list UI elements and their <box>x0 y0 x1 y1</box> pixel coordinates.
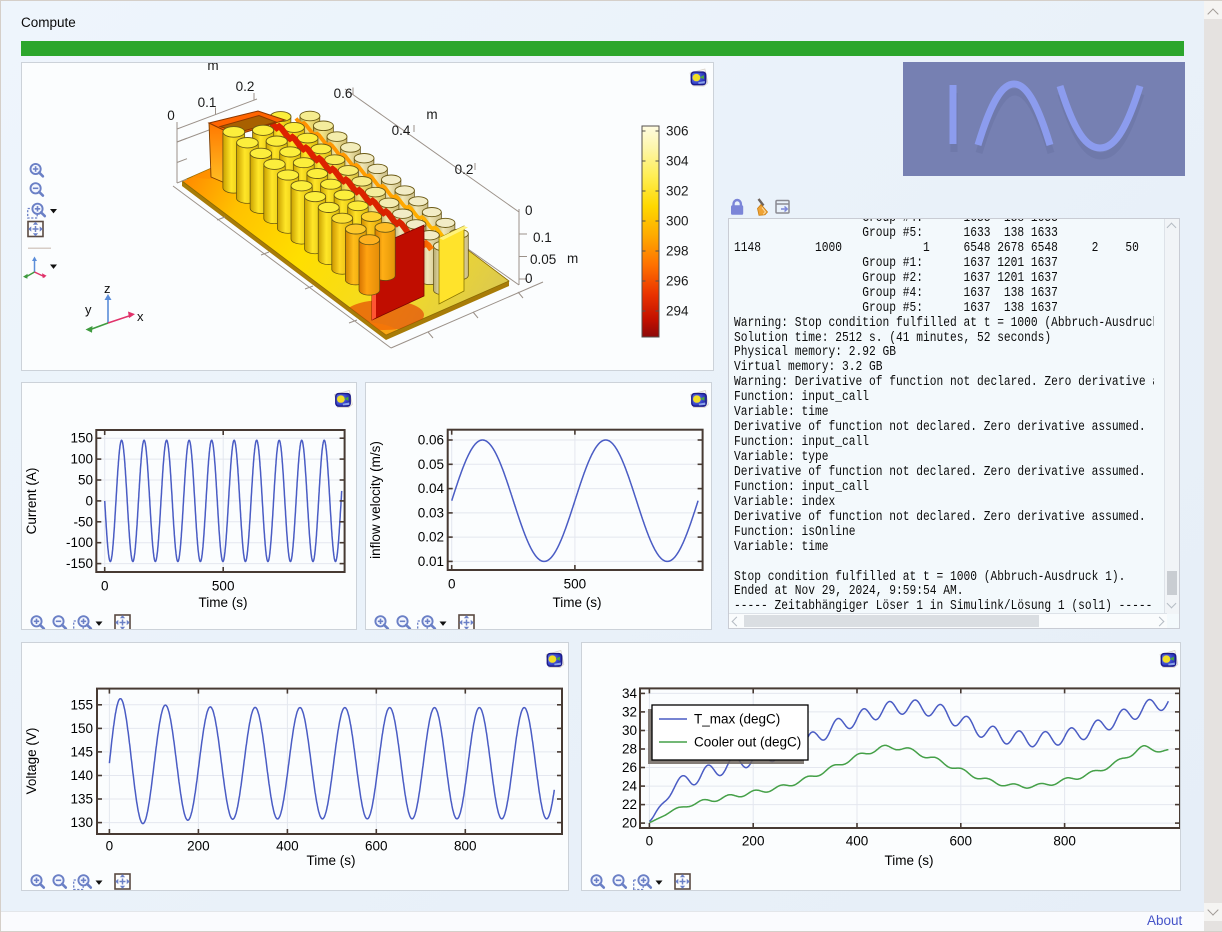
svg-text:28: 28 <box>622 742 637 757</box>
svg-text:m: m <box>567 251 578 266</box>
svg-text:0: 0 <box>646 834 654 849</box>
svg-text:500: 500 <box>564 577 587 592</box>
svg-text:Time (s): Time (s) <box>885 853 934 868</box>
svg-text:0: 0 <box>85 493 93 508</box>
svg-text:200: 200 <box>742 834 765 849</box>
svg-text:24: 24 <box>622 779 638 794</box>
svg-text:0.6: 0.6 <box>334 86 353 101</box>
svg-text:-50: -50 <box>73 514 93 529</box>
svg-text:26: 26 <box>622 760 637 775</box>
svg-text:302: 302 <box>666 184 689 199</box>
svg-text:0.02: 0.02 <box>418 530 444 545</box>
svg-text:0: 0 <box>167 108 175 123</box>
svg-text:800: 800 <box>1053 834 1076 849</box>
svg-text:20: 20 <box>622 816 637 831</box>
svg-text:150: 150 <box>70 431 93 446</box>
svg-text:0: 0 <box>525 271 533 286</box>
svg-text:150: 150 <box>70 721 93 736</box>
svg-text:200: 200 <box>187 839 210 854</box>
svg-text:Time (s): Time (s) <box>199 595 248 610</box>
svg-text:0.4: 0.4 <box>392 123 411 138</box>
svg-text:0: 0 <box>448 577 456 592</box>
svg-text:50: 50 <box>78 473 93 488</box>
svg-text:296: 296 <box>666 274 689 289</box>
svg-text:100: 100 <box>70 452 93 467</box>
svg-text:0.06: 0.06 <box>418 433 444 448</box>
svg-text:Time (s): Time (s) <box>307 853 356 868</box>
svg-text:300: 300 <box>666 214 689 229</box>
svg-text:0.01: 0.01 <box>418 554 444 569</box>
svg-text:0.2: 0.2 <box>455 162 474 177</box>
svg-text:0.05: 0.05 <box>530 252 556 267</box>
svg-text:Time (s): Time (s) <box>553 595 602 610</box>
svg-text:m: m <box>426 107 437 122</box>
svg-text:Current (A): Current (A) <box>24 468 39 535</box>
svg-text:-100: -100 <box>66 535 93 550</box>
svg-text:400: 400 <box>846 834 869 849</box>
svg-text:400: 400 <box>276 839 299 854</box>
svg-text:T_max (degC): T_max (degC) <box>694 712 780 727</box>
svg-text:y: y <box>85 302 92 317</box>
svg-text:140: 140 <box>70 768 93 783</box>
svg-text:Cooler out (degC): Cooler out (degC) <box>694 735 801 750</box>
svg-text:x: x <box>137 309 144 324</box>
svg-text:500: 500 <box>212 579 235 594</box>
svg-text:0.1: 0.1 <box>533 230 552 245</box>
svg-text:m: m <box>207 63 218 73</box>
svg-text:0.05: 0.05 <box>418 457 444 472</box>
svg-text:600: 600 <box>950 834 973 849</box>
svg-text:-150: -150 <box>66 556 93 571</box>
svg-text:0: 0 <box>525 203 533 218</box>
svg-text:34: 34 <box>622 686 638 701</box>
svg-text:135: 135 <box>70 792 93 807</box>
svg-text:306: 306 <box>666 124 689 139</box>
svg-text:32: 32 <box>622 704 637 719</box>
svg-text:294: 294 <box>666 304 689 319</box>
svg-text:30: 30 <box>622 723 637 738</box>
svg-text:22: 22 <box>622 797 637 812</box>
svg-text:Voltage (V): Voltage (V) <box>24 728 39 795</box>
svg-text:0: 0 <box>101 579 109 594</box>
svg-text:155: 155 <box>70 697 93 712</box>
svg-text:0: 0 <box>106 839 114 854</box>
svg-text:0.04: 0.04 <box>418 481 445 496</box>
svg-text:145: 145 <box>70 744 93 759</box>
svg-text:inflow velocity (m/s): inflow velocity (m/s) <box>368 441 383 559</box>
svg-text:304: 304 <box>666 154 689 169</box>
svg-text:0.2: 0.2 <box>236 79 255 94</box>
svg-text:0.1: 0.1 <box>198 95 217 110</box>
svg-text:130: 130 <box>70 815 93 830</box>
svg-text:298: 298 <box>666 244 689 259</box>
svg-text:800: 800 <box>454 839 477 854</box>
svg-text:z: z <box>104 281 111 296</box>
svg-text:600: 600 <box>365 839 388 854</box>
svg-text:0.03: 0.03 <box>418 505 444 520</box>
